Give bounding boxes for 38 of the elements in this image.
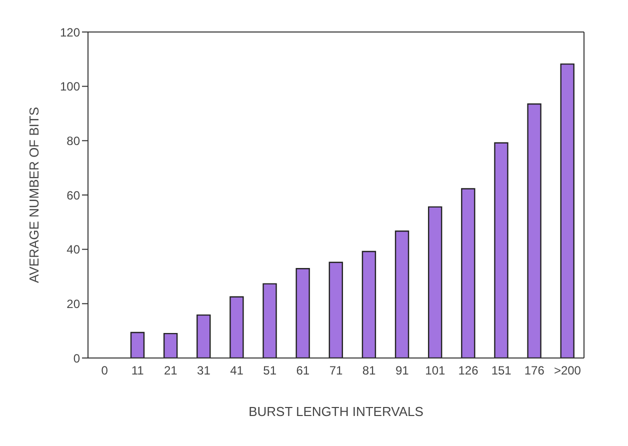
x-tick-label: 91 (395, 364, 410, 378)
y-tick-label: 0 (73, 351, 80, 366)
y-tick-label: 120 (60, 25, 80, 40)
bar (328, 262, 343, 358)
x-tick-label: 126 (458, 364, 479, 378)
x-tick-label: 21 (164, 364, 178, 378)
bar (428, 206, 442, 358)
x-tick-label: 81 (362, 364, 376, 378)
x-tick-label: 41 (230, 364, 244, 378)
x-tick-label: 31 (197, 364, 211, 378)
y-tick-label: 60 (66, 188, 80, 202)
x-axis-title: BURST LENGTH INTERVALS (248, 404, 424, 419)
x-tick-label: 11 (131, 364, 144, 378)
bar (230, 296, 244, 358)
bar (494, 142, 508, 358)
y-tick-label: 20 (66, 296, 80, 311)
x-tick-label: 61 (296, 364, 310, 378)
bar (527, 103, 542, 358)
bar (296, 268, 310, 358)
bar (461, 188, 476, 358)
bar (394, 230, 410, 358)
x-tick-label: 151 (491, 364, 512, 378)
x-tick-label: 71 (329, 364, 343, 378)
bar (262, 283, 277, 358)
bar (130, 332, 145, 358)
y-tick-label: 80 (66, 134, 80, 148)
bar (560, 63, 574, 358)
y-tick-label: 100 (60, 80, 80, 94)
x-tick-label: >200 (554, 364, 582, 378)
bar (163, 332, 178, 358)
bar (196, 314, 211, 358)
x-tick-label: 51 (263, 364, 277, 378)
bar (362, 250, 376, 358)
x-tick-label: 176 (524, 364, 545, 378)
y-axis-title: AVERAGE NUMBER OF BITS (26, 106, 42, 284)
x-tick-label: 0 (101, 364, 108, 378)
y-tick-label: 40 (66, 242, 80, 257)
x-tick-label: 101 (425, 364, 446, 378)
